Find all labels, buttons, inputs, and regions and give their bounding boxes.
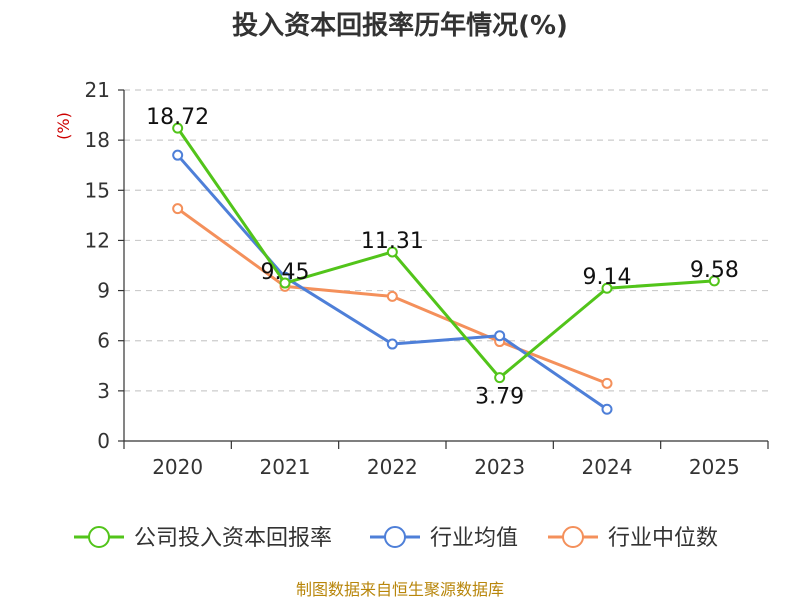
axes bbox=[118, 89, 769, 449]
series-line bbox=[176, 154, 608, 411]
legend-marker bbox=[384, 526, 406, 548]
legend-label: 公司投入资本回报率 bbox=[134, 526, 332, 551]
x-tick-label: 2024 bbox=[582, 455, 633, 479]
x-tick-label: 2020 bbox=[152, 455, 203, 479]
legend-label: 行业中位数 bbox=[608, 526, 718, 551]
y-tick-label: 12 bbox=[85, 228, 110, 252]
chart-title: 投入资本回报率历年情况(%) bbox=[232, 10, 568, 41]
x-tick-label: 2021 bbox=[260, 455, 311, 479]
data-point bbox=[386, 246, 398, 258]
data-point bbox=[494, 330, 506, 342]
legend-marker bbox=[88, 526, 110, 548]
legend-label: 行业均值 bbox=[430, 526, 518, 551]
y-tick-label: 0 bbox=[97, 429, 110, 453]
data-point bbox=[708, 275, 720, 287]
data-label: 11.31 bbox=[361, 229, 424, 254]
source-note: 制图数据来自恒生聚源数据库 bbox=[296, 580, 504, 599]
y-tick-label: 15 bbox=[85, 178, 110, 202]
data-label: 9.58 bbox=[690, 258, 739, 283]
data-point bbox=[601, 282, 613, 294]
x-tick-label: 2023 bbox=[474, 455, 525, 479]
series-lines bbox=[172, 122, 720, 415]
data-label: 18.72 bbox=[146, 105, 209, 130]
y-tick-label: 6 bbox=[97, 329, 110, 353]
legend[interactable]: 公司投入资本回报率 行业均值 行业中位数 bbox=[74, 526, 718, 551]
data-point bbox=[172, 203, 184, 215]
data-label: 9.14 bbox=[583, 265, 632, 290]
data-point bbox=[601, 377, 613, 389]
legend-marker bbox=[562, 526, 584, 548]
legend-item[interactable]: 行业中位数 bbox=[548, 526, 718, 551]
data-point bbox=[172, 149, 184, 161]
legend-item[interactable]: 行业均值 bbox=[370, 526, 518, 551]
data-point bbox=[386, 290, 398, 302]
y-tick-label: 3 bbox=[97, 379, 110, 403]
x-tick-label: 2022 bbox=[367, 455, 418, 479]
y-tick-label: 18 bbox=[85, 128, 110, 152]
series-line bbox=[176, 127, 715, 380]
x-tick-label: 2025 bbox=[689, 455, 740, 479]
data-label: 3.79 bbox=[475, 385, 524, 410]
legend-item[interactable]: 公司投入资本回报率 bbox=[74, 526, 332, 551]
data-point bbox=[601, 403, 613, 415]
data-labels: 18.72 9.45 11.31 3.79 9.14 9.58 bbox=[146, 105, 739, 410]
tick-labels: 0 3 6 9 12 15 18 21 2020 2021 2022 2023 2024 2025 bbox=[85, 78, 740, 479]
y-tick-label: 21 bbox=[85, 78, 110, 102]
data-point bbox=[386, 338, 398, 350]
data-label: 9.45 bbox=[261, 260, 310, 285]
data-point bbox=[494, 372, 506, 384]
y-tick-label: 9 bbox=[97, 279, 110, 303]
data-point bbox=[279, 277, 291, 289]
y-axis-label: (%) bbox=[54, 112, 73, 140]
data-point bbox=[172, 122, 184, 134]
